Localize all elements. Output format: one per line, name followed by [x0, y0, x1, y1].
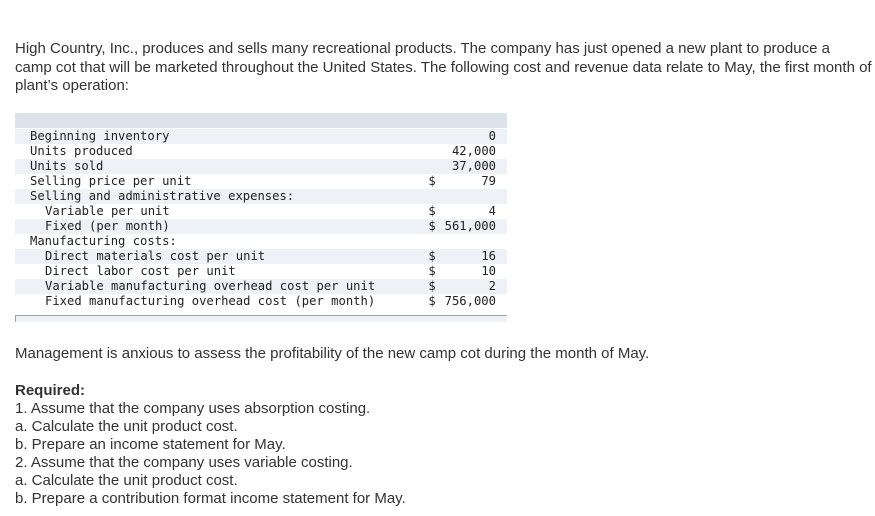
- table-row: Manufacturing costs:: [15, 234, 507, 249]
- row-currency: $: [428, 264, 436, 278]
- row-label: Direct materials cost per unit: [15, 249, 419, 264]
- row-label: Fixed manufacturing overhead cost (per m…: [45, 294, 376, 308]
- row-label: Selling and administrative expenses:: [15, 189, 419, 204]
- row-currency: [418, 234, 440, 249]
- data-table: Beginning inventory 0 Units produced 42,…: [15, 129, 507, 309]
- intro-line: High Country, Inc., produces and sells m…: [15, 40, 830, 57]
- row-currency: $: [418, 249, 441, 264]
- row-label: Units produced: [30, 144, 133, 158]
- intro-line: camp cot that will be marketed throughou…: [15, 58, 875, 76]
- required-item: 2. Assume that the company uses variable…: [15, 454, 353, 471]
- row-label: Selling price per unit: [30, 174, 192, 188]
- cost-revenue-table: Beginning inventory 0 Units produced 42,…: [15, 113, 507, 322]
- row-value: [440, 189, 507, 204]
- required-item: a. Calculate the unit product cost.: [15, 418, 238, 435]
- table-row: Selling and administrative expenses:: [15, 189, 507, 204]
- row-currency: $: [428, 294, 436, 308]
- row-value: 2: [440, 279, 507, 294]
- table-row: Beginning inventory 0: [15, 129, 507, 144]
- row-label: Fixed (per month): [15, 219, 419, 234]
- row-currency: [418, 144, 440, 159]
- table-footer-bar: [15, 315, 507, 322]
- table-row: Selling price per unit $ 79: [15, 174, 507, 189]
- required-item: 1. Assume that the company uses absorpti…: [15, 400, 371, 417]
- intro-line: plant’s operation:: [15, 77, 129, 94]
- management-statement: Management is anxious to assess the prof…: [15, 345, 650, 362]
- row-currency: $: [418, 279, 441, 294]
- row-value: 756,000: [444, 294, 496, 308]
- required-section: Required: 1. Assume that the company use…: [15, 382, 406, 508]
- row-label: Variable per unit: [45, 204, 170, 218]
- row-value: 42,000: [451, 144, 496, 158]
- row-label: Manufacturing costs:: [30, 234, 177, 248]
- required-item: a. Calculate the unit product cost.: [15, 472, 238, 489]
- row-value: 561,000: [440, 219, 507, 234]
- table-row: Fixed manufacturing overhead cost (per m…: [15, 294, 507, 309]
- row-currency: [418, 189, 441, 204]
- row-value: 16: [440, 249, 507, 264]
- row-currency: [418, 159, 441, 174]
- row-label: Units sold: [15, 159, 419, 174]
- row-value: 37,000: [440, 159, 507, 174]
- row-currency: [418, 129, 441, 144]
- row-label: Beginning inventory: [15, 129, 419, 144]
- table-row: Direct materials cost per unit $ 16: [15, 249, 507, 264]
- row-currency: $: [428, 174, 436, 188]
- row-currency: $: [428, 204, 436, 218]
- required-title: Required:: [15, 382, 86, 399]
- required-item: b. Prepare an income statement for May.: [15, 436, 286, 453]
- row-value: 4: [488, 204, 496, 218]
- row-value: 0: [440, 129, 507, 144]
- row-label: Direct labor cost per unit: [45, 264, 236, 278]
- row-label: Variable manufacturing overhead cost per…: [15, 279, 419, 294]
- intro-paragraph: High Country, Inc., produces and sells m…: [15, 40, 875, 96]
- table-row: Variable per unit $ 4: [15, 204, 507, 219]
- table-row: Units sold 37,000: [15, 159, 507, 174]
- table-row: Direct labor cost per unit $ 10: [15, 264, 507, 279]
- table-header-bar: [15, 113, 507, 128]
- table-row: Variable manufacturing overhead cost per…: [15, 279, 507, 294]
- row-value: 79: [481, 174, 496, 188]
- table-row: Fixed (per month) $ 561,000: [15, 219, 507, 234]
- table-row: Units produced 42,000: [15, 144, 507, 159]
- required-item: b. Prepare a contribution format income …: [15, 490, 406, 507]
- row-value: [440, 234, 507, 249]
- row-value: 10: [481, 264, 496, 278]
- row-currency: $: [418, 219, 441, 234]
